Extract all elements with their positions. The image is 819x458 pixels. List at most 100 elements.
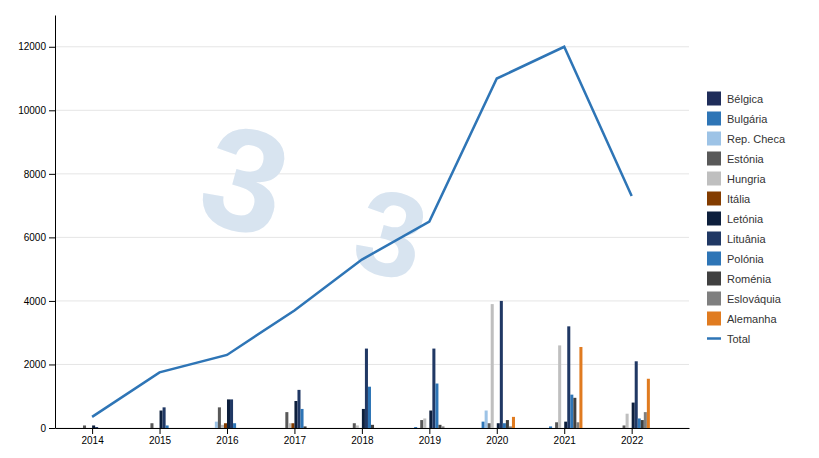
x-tick-label: 2021 bbox=[554, 435, 577, 446]
bar bbox=[175, 428, 178, 429]
bar bbox=[169, 428, 172, 429]
bar bbox=[304, 426, 307, 428]
bar bbox=[282, 428, 285, 429]
bar bbox=[647, 379, 650, 428]
bar bbox=[561, 428, 564, 429]
bar bbox=[236, 428, 239, 429]
legend-label: Bulgária bbox=[727, 113, 768, 125]
bar-series bbox=[512, 347, 650, 428]
bar-series bbox=[92, 399, 635, 428]
x-axis-line bbox=[56, 428, 690, 429]
x-tick: 2018 bbox=[351, 428, 374, 446]
y-axis-line bbox=[55, 16, 56, 429]
bar bbox=[285, 412, 288, 428]
x-tick-mark bbox=[160, 428, 161, 434]
bar bbox=[632, 403, 635, 428]
bar bbox=[288, 423, 291, 428]
bar bbox=[141, 428, 144, 429]
legend-swatch bbox=[707, 112, 721, 126]
bar bbox=[564, 422, 567, 428]
legend-swatch bbox=[707, 312, 721, 326]
bar bbox=[215, 422, 218, 428]
bar bbox=[166, 425, 169, 428]
watermark: 3 bbox=[341, 161, 440, 308]
bar bbox=[576, 422, 579, 428]
bar bbox=[77, 428, 80, 429]
grid-line bbox=[55, 364, 689, 365]
bar bbox=[641, 420, 644, 428]
bar-series bbox=[215, 411, 488, 428]
bar bbox=[426, 428, 429, 429]
legend-item: Eslováquia bbox=[707, 292, 782, 306]
bar bbox=[629, 428, 632, 429]
legend-swatch bbox=[707, 192, 721, 206]
bar bbox=[491, 304, 494, 428]
bar bbox=[488, 423, 491, 428]
y-axis: 020004000600080001000012000 bbox=[18, 16, 55, 434]
bar bbox=[242, 428, 245, 429]
x-axis: 201420152016201720182019202020212022 bbox=[56, 428, 690, 446]
bar bbox=[239, 428, 242, 429]
legend-item: Bélgica bbox=[707, 92, 764, 106]
bar bbox=[506, 420, 509, 428]
bar bbox=[86, 428, 89, 429]
bar bbox=[432, 349, 435, 428]
legend-label: Hungria bbox=[727, 173, 766, 185]
legend-label: Lituânia bbox=[727, 233, 766, 245]
bar bbox=[620, 428, 623, 429]
legend-swatch bbox=[707, 292, 721, 306]
y-tick: 10000 bbox=[18, 105, 55, 116]
bar bbox=[157, 428, 160, 429]
bar bbox=[644, 412, 647, 428]
bar bbox=[218, 407, 221, 428]
bar bbox=[503, 423, 506, 428]
bar-series bbox=[95, 301, 638, 428]
legend-swatch bbox=[707, 152, 721, 166]
total-line bbox=[92, 47, 632, 417]
bar bbox=[445, 428, 448, 429]
bar bbox=[479, 428, 482, 429]
legend-swatch bbox=[707, 212, 721, 226]
bar bbox=[500, 301, 503, 428]
bar bbox=[89, 428, 92, 429]
legend-item: Total bbox=[707, 333, 750, 345]
bar bbox=[160, 411, 163, 428]
bar bbox=[359, 428, 362, 429]
legend-label: Rep. Checa bbox=[727, 133, 786, 145]
bar bbox=[573, 398, 576, 428]
x-tick: 2021 bbox=[554, 428, 577, 446]
bar bbox=[435, 384, 438, 428]
bar bbox=[509, 426, 512, 428]
legend-label: Itália bbox=[727, 193, 751, 205]
bar bbox=[221, 425, 224, 428]
grid-line bbox=[55, 46, 689, 47]
bar bbox=[555, 422, 558, 428]
bar bbox=[307, 428, 310, 429]
y-tick-mark bbox=[49, 301, 55, 302]
bar bbox=[497, 423, 500, 428]
bar bbox=[567, 326, 570, 428]
legend-swatch bbox=[707, 92, 721, 106]
bar-series bbox=[221, 304, 629, 428]
bar bbox=[579, 347, 582, 428]
bar bbox=[224, 423, 227, 428]
bar bbox=[512, 417, 515, 428]
legend-label: Estónia bbox=[727, 153, 765, 165]
y-tick-label: 2000 bbox=[24, 359, 47, 370]
legend: Bélgica Bulgária Rep. Checa Estónia Hungria I… bbox=[707, 92, 786, 345]
bar bbox=[411, 428, 414, 429]
plot: 3320142015201620172018201920202021202202… bbox=[18, 16, 689, 447]
bar bbox=[301, 409, 304, 428]
bar bbox=[570, 395, 573, 428]
x-tick-mark bbox=[429, 428, 430, 434]
bar bbox=[377, 428, 380, 429]
bar bbox=[635, 361, 638, 428]
bar bbox=[279, 428, 282, 429]
y-tick-label: 6000 bbox=[24, 232, 47, 243]
y-tick: 4000 bbox=[24, 296, 55, 307]
marks bbox=[83, 47, 650, 428]
bar bbox=[482, 422, 485, 428]
bar-series bbox=[441, 412, 646, 428]
bar bbox=[350, 428, 353, 429]
x-tick-mark bbox=[497, 428, 498, 434]
